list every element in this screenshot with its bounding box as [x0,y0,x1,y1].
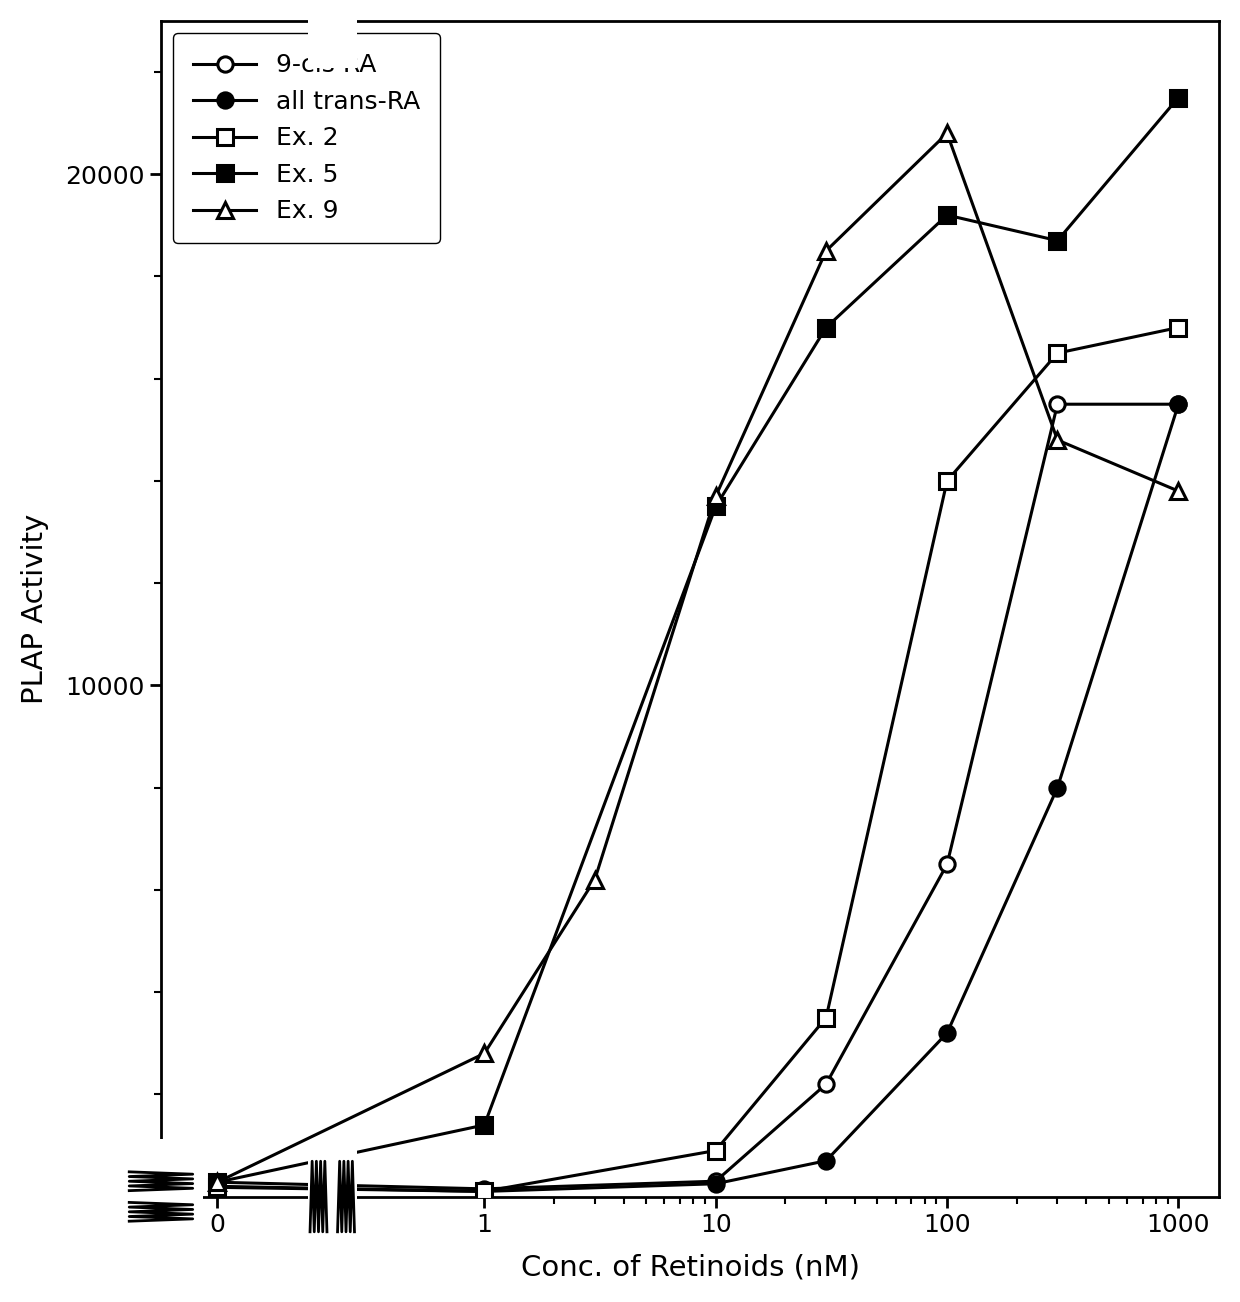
Ex. 2 [708,1143,723,1159]
Polygon shape [308,0,357,68]
Polygon shape [308,1150,357,1243]
Y-axis label: PLAP Activity: PLAP Activity [21,513,48,704]
all trans-RA [940,1025,955,1040]
Line: all trans-RA: all trans-RA [210,397,1187,1199]
Ex. 9 [940,125,955,141]
Ex. 9 [1050,432,1065,448]
9-cis RA [477,1181,492,1197]
all trans-RA [708,1176,723,1191]
Ex. 5 [818,320,833,336]
X-axis label: Conc. of Retinoids (nM): Conc. of Retinoids (nM) [521,1253,859,1281]
Polygon shape [119,1139,203,1224]
Ex. 5 [210,1174,224,1190]
Ex. 5 [1050,233,1065,249]
Ex. 9 [477,1046,492,1061]
Line: Ex. 2: Ex. 2 [210,320,1187,1199]
Ex. 2 [818,1010,833,1026]
Ex. 9 [588,872,603,888]
Legend: 9-cis RA, all trans-RA, Ex. 2, Ex. 5, Ex. 9: 9-cis RA, all trans-RA, Ex. 2, Ex. 5, Ex… [174,34,440,243]
Ex. 2 [210,1180,224,1195]
Ex. 5 [477,1117,492,1133]
9-cis RA [708,1173,723,1189]
9-cis RA [210,1174,224,1190]
Ex. 2 [477,1184,492,1199]
Line: Ex. 9: Ex. 9 [210,126,1187,1190]
9-cis RA [940,857,955,872]
Ex. 5 [1171,90,1185,105]
9-cis RA [818,1077,833,1092]
all trans-RA [1050,780,1065,796]
all trans-RA [210,1178,224,1194]
all trans-RA [818,1154,833,1169]
Ex. 9 [708,488,723,504]
Line: 9-cis RA: 9-cis RA [210,397,1187,1197]
Ex. 9 [1171,483,1185,499]
all trans-RA [477,1184,492,1199]
Ex. 5 [708,499,723,514]
Ex. 9 [818,243,833,259]
9-cis RA [1171,396,1185,411]
Ex. 5 [940,207,955,223]
Ex. 9 [210,1174,224,1190]
9-cis RA [1050,396,1065,411]
Ex. 2 [940,473,955,488]
Ex. 2 [1050,345,1065,361]
Line: Ex. 5: Ex. 5 [210,90,1187,1190]
Ex. 2 [1171,320,1185,336]
all trans-RA [1171,396,1185,411]
